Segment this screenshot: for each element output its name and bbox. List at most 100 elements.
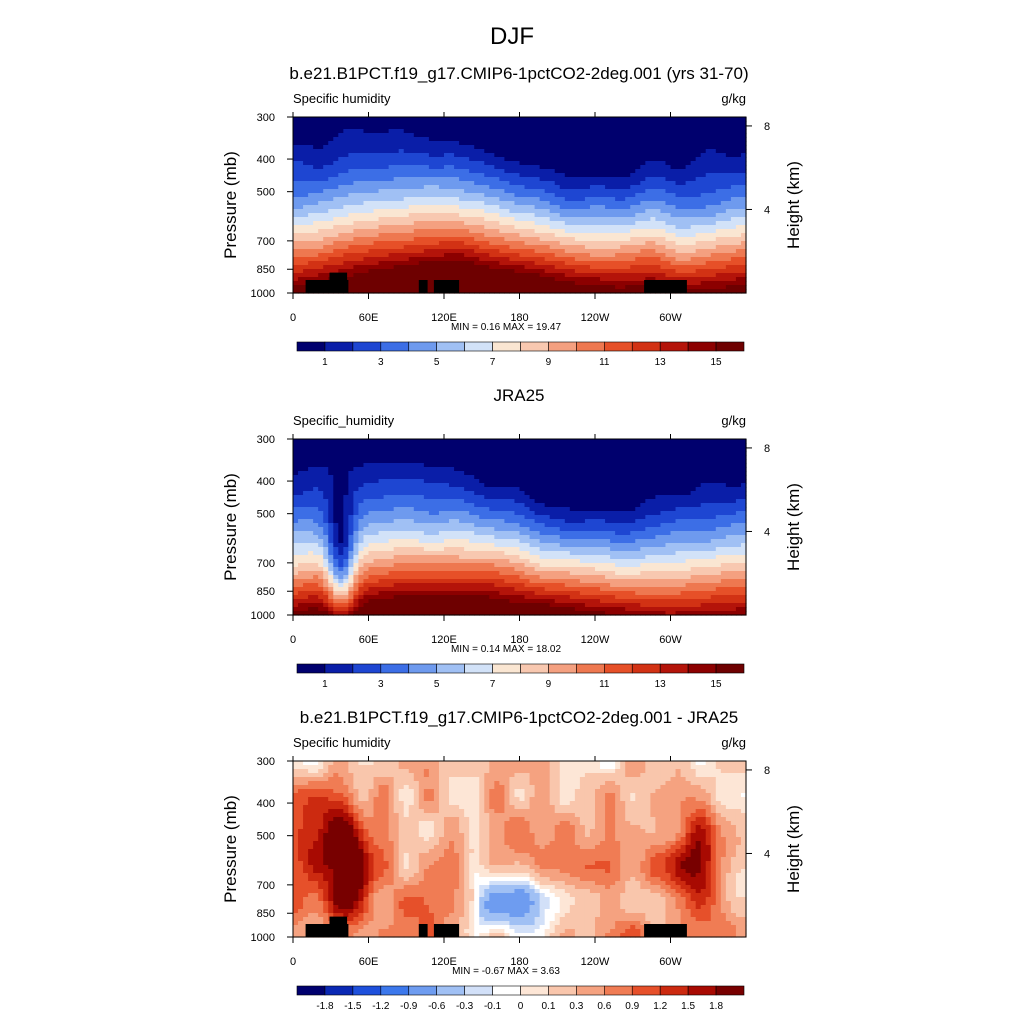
heatmap-cell (444, 165, 450, 170)
heatmap-cell (293, 463, 299, 468)
heatmap-cell (454, 125, 460, 130)
heatmap-cell (615, 225, 621, 230)
heatmap-cell (730, 141, 737, 146)
heatmap-cell (313, 229, 319, 234)
heatmap-cell (630, 467, 636, 472)
heatmap-cell (640, 225, 646, 230)
heatmap-cell (690, 471, 697, 476)
heatmap-cell (579, 447, 586, 452)
heatmap-cell (444, 201, 450, 206)
heatmap-cell (459, 451, 465, 456)
heatmap-cell (519, 137, 526, 142)
heatmap-cell (408, 213, 415, 218)
heatmap-cell (398, 285, 405, 290)
heatmap-cell (373, 443, 380, 448)
heatmap-cell (655, 459, 662, 464)
heatmap-cell (383, 245, 390, 250)
heatmap-cell (685, 237, 692, 242)
heatmap-cell (408, 129, 415, 134)
heatmap-cell (610, 169, 616, 174)
heatmap-cell (353, 479, 360, 484)
heatmap-cell (388, 137, 395, 142)
heatmap-cell (504, 161, 511, 166)
heatmap-cell (298, 181, 304, 186)
heatmap-cell (499, 249, 505, 254)
heatmap-cell (554, 201, 561, 206)
heatmap-cell (413, 439, 420, 444)
heatmap-cell (544, 459, 551, 464)
heatmap-cell (690, 439, 697, 444)
heatmap-cell (675, 161, 682, 166)
heatmap-cell (519, 475, 526, 480)
heatmap-cell (413, 447, 420, 452)
heatmap-cell (635, 447, 641, 452)
heatmap-cell (695, 201, 702, 206)
heatmap-cell (615, 459, 621, 464)
heatmap-cell (539, 249, 546, 254)
heatmap-cell (514, 157, 521, 162)
heatmap-cell (368, 273, 375, 278)
heatmap-cell (650, 253, 656, 258)
heatmap-cell (428, 209, 435, 214)
heatmap-cell (589, 249, 596, 254)
heatmap-cell (539, 447, 546, 452)
heatmap-cell (378, 173, 385, 178)
heatmap-cell (534, 141, 541, 146)
heatmap-cell (610, 217, 616, 222)
heatmap-cell (534, 121, 541, 126)
heatmap-cell (584, 145, 591, 150)
heatmap-cell (559, 233, 566, 238)
heatmap-cell (504, 467, 511, 472)
heatmap-cell (625, 447, 631, 452)
heatmap-cell (418, 133, 425, 138)
heatmap-cell (298, 261, 304, 266)
heatmap-cell (418, 467, 425, 472)
heatmap-cell (605, 201, 611, 206)
heatmap-cell (700, 459, 707, 464)
heatmap-cell (539, 209, 546, 214)
heatmap-cell (474, 443, 480, 448)
heatmap-cell (464, 257, 470, 262)
heatmap-cell (584, 137, 591, 142)
heatmap-cell (524, 463, 531, 468)
heatmap-cell (720, 229, 727, 234)
heatmap-cell (685, 209, 692, 214)
heatmap-cell (383, 443, 390, 448)
heatmap-cell (645, 257, 651, 262)
heatmap-cell (715, 189, 722, 194)
heatmap-cell (569, 169, 576, 174)
heatmap-cell (685, 129, 692, 134)
heatmap-cell (569, 117, 576, 122)
heatmap-cell (313, 121, 319, 126)
heatmap-cell (373, 229, 380, 234)
heatmap-cell (554, 197, 561, 202)
heatmap-cell (388, 165, 395, 170)
heatmap-cell (428, 137, 435, 142)
heatmap-cell (328, 117, 334, 122)
heatmap-cell (549, 157, 556, 162)
heatmap-cell (449, 455, 455, 460)
heatmap-cell (323, 277, 329, 282)
heatmap-cell (620, 467, 626, 472)
heatmap-cell (715, 467, 722, 472)
heatmap-cell (605, 451, 611, 456)
heatmap-cell (423, 277, 430, 282)
heatmap-cell (549, 197, 556, 202)
heatmap-cell (740, 459, 747, 464)
heatmap-cell (469, 161, 475, 166)
heatmap-cell (610, 157, 616, 162)
heatmap-cell (348, 177, 354, 182)
heatmap-cell (690, 205, 697, 210)
heatmap-cell (504, 273, 511, 278)
heatmap-cell (293, 249, 299, 254)
heatmap-cell (725, 225, 732, 230)
heatmap-cell (564, 141, 571, 146)
heatmap-cell (484, 249, 490, 254)
heatmap-cell (529, 443, 536, 448)
heatmap-cell (574, 213, 581, 218)
heatmap-cell (740, 237, 747, 242)
heatmap-cell (464, 451, 470, 456)
heatmap-cell (323, 463, 329, 468)
heatmap-cell (484, 245, 490, 250)
heatmap-cell (690, 125, 697, 130)
